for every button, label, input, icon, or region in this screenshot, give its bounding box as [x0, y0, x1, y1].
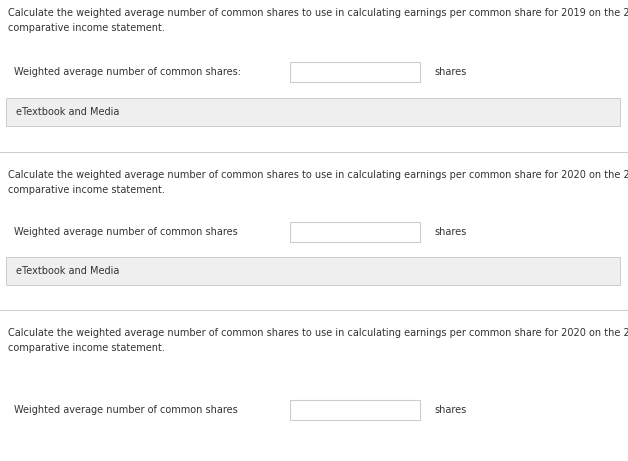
Bar: [290, 62, 420, 82]
Text: shares: shares: [434, 227, 466, 237]
Text: Calculate the weighted average number of common shares to use in calculating ear: Calculate the weighted average number of…: [8, 328, 628, 353]
Text: Weighted average number of common shares: Weighted average number of common shares: [14, 405, 238, 415]
Text: shares: shares: [434, 405, 466, 415]
Text: eTextbook and Media: eTextbook and Media: [16, 266, 119, 276]
Text: Calculate the weighted average number of common shares to use in calculating ear: Calculate the weighted average number of…: [8, 8, 628, 33]
Text: eTextbook and Media: eTextbook and Media: [16, 107, 119, 117]
Text: Calculate the weighted average number of common shares to use in calculating ear: Calculate the weighted average number of…: [8, 170, 628, 195]
Bar: [290, 222, 420, 242]
Text: shares: shares: [434, 67, 466, 77]
Text: Weighted average number of common shares:: Weighted average number of common shares…: [14, 67, 241, 77]
Bar: [6, 257, 620, 285]
Bar: [290, 400, 420, 420]
Bar: [6, 98, 620, 126]
Text: Weighted average number of common shares: Weighted average number of common shares: [14, 227, 238, 237]
